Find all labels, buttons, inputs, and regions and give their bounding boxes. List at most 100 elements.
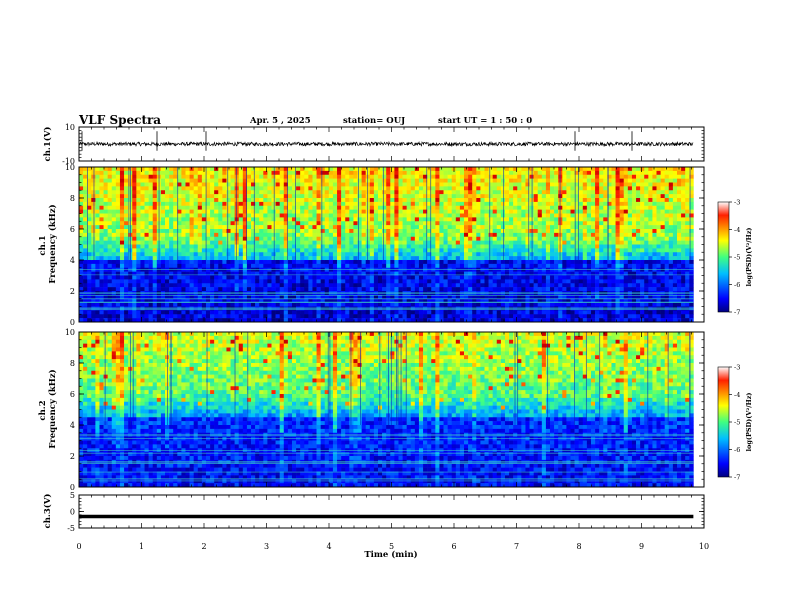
- spec1-cell: [218, 201, 223, 207]
- spec1-cell: [492, 178, 498, 183]
- spec1-cell: [279, 279, 285, 284]
- spec1-cell: [476, 298, 481, 303]
- spec1-cell: [476, 186, 481, 191]
- spec1-cell: [435, 279, 440, 284]
- spec1-cell: [210, 186, 215, 191]
- spec1-cell: [193, 232, 199, 238]
- spec1-cell: [291, 201, 297, 207]
- spec1-cell: [95, 256, 100, 261]
- spec1-cell: [545, 240, 551, 245]
- spec1-cell: [480, 170, 485, 176]
- spec1-cell: [484, 190, 489, 195]
- spec1-cell: [242, 244, 248, 249]
- spec1-cell: [537, 252, 543, 257]
- spec1-cell: [443, 256, 448, 261]
- spec1-cell: [537, 232, 543, 238]
- spec1-cell: [296, 256, 301, 261]
- spec1-cell: [447, 225, 453, 230]
- spec1-cell: [140, 275, 145, 280]
- spec1-cell: [263, 248, 268, 253]
- spec1-cell: [459, 229, 465, 234]
- spec1-cell: [140, 287, 145, 292]
- spec1-cell: [197, 174, 203, 179]
- spec1-cell: [390, 248, 395, 253]
- spec1-cell: [259, 260, 264, 265]
- spec1-cell: [205, 221, 211, 226]
- spec1-cell: [451, 198, 457, 203]
- spec1-cell: [136, 294, 141, 300]
- spec1-cell: [283, 260, 289, 265]
- spec1-cell: [152, 232, 158, 238]
- spec1-cell: [107, 190, 113, 195]
- spec1-cell: [173, 225, 178, 230]
- spec1-cell: [418, 271, 424, 276]
- spec1-cell: [496, 294, 502, 300]
- spec1-cell: [103, 232, 108, 238]
- spec1-cell: [136, 263, 141, 269]
- spec1-cell: [496, 225, 502, 230]
- spec1-cell: [119, 221, 125, 226]
- spec1-cell: [427, 178, 432, 183]
- spec1-cell: [251, 248, 256, 253]
- spec1-cell: [91, 260, 96, 265]
- spec1-cell: [414, 244, 420, 249]
- spec1-cell: [378, 256, 383, 261]
- spec1-cell: [410, 260, 416, 265]
- spec1-cell: [521, 244, 526, 249]
- spec1-cell: [197, 252, 203, 257]
- spec1-cell: [439, 205, 444, 210]
- spec1-cell: [291, 302, 297, 307]
- spec1-cell: [83, 279, 88, 284]
- spec1-cell: [144, 279, 149, 284]
- spec1-cell: [525, 198, 530, 203]
- spec1-cell: [550, 318, 555, 323]
- spec1-cell: [484, 236, 489, 241]
- spec1-cell: [255, 232, 260, 238]
- spec1-cell: [468, 263, 473, 269]
- spec1-cell: [87, 205, 92, 210]
- spec1-cell: [201, 225, 207, 230]
- spec1-cell: [332, 244, 338, 249]
- spec1-cell: [369, 232, 375, 238]
- spec1-cell: [451, 236, 457, 241]
- spec1-cell: [173, 271, 178, 276]
- spec1-cell: [378, 205, 383, 210]
- spec1-cell: [169, 248, 174, 253]
- spec1-cell: [447, 252, 453, 257]
- spec1-cell: [345, 260, 350, 265]
- spec1-cell: [341, 205, 346, 210]
- spec1-cell: [504, 271, 510, 276]
- spec1-cell: [398, 194, 403, 199]
- spec1-cell: [390, 194, 395, 199]
- spec1-cell: [464, 314, 469, 319]
- spec1-cell: [373, 256, 379, 261]
- spec1-cell: [193, 170, 199, 176]
- spec1-cell: [87, 198, 92, 203]
- spec1-cell: [242, 182, 248, 187]
- spec1-cell: [369, 275, 375, 280]
- spec1-cell: [312, 271, 317, 276]
- spec1-cell: [291, 194, 297, 199]
- spec1-cell: [341, 244, 346, 249]
- spec1-cell: [230, 256, 235, 261]
- spec1-cell: [156, 310, 162, 315]
- spec1-cell: [353, 279, 358, 284]
- spec1-cell: [525, 209, 530, 214]
- spec1-cell: [406, 271, 412, 276]
- spec1-cell: [345, 271, 350, 276]
- spec1-cell: [230, 236, 235, 241]
- spec1-cell: [472, 271, 477, 276]
- spec1-cell: [308, 302, 313, 307]
- spec1-cell: [361, 198, 367, 203]
- spec1-cell: [230, 271, 235, 276]
- spec1-cell: [513, 318, 518, 323]
- spec1-cell: [464, 240, 469, 245]
- spec1-cell: [566, 201, 571, 207]
- spec1-cell: [210, 294, 215, 300]
- spec1-cell: [402, 167, 407, 172]
- spec1-cell: [431, 263, 436, 269]
- spec1-cell: [128, 318, 133, 323]
- spec1-cell: [119, 186, 125, 191]
- spec1-cell: [79, 244, 84, 249]
- spec1-cell: [382, 256, 387, 261]
